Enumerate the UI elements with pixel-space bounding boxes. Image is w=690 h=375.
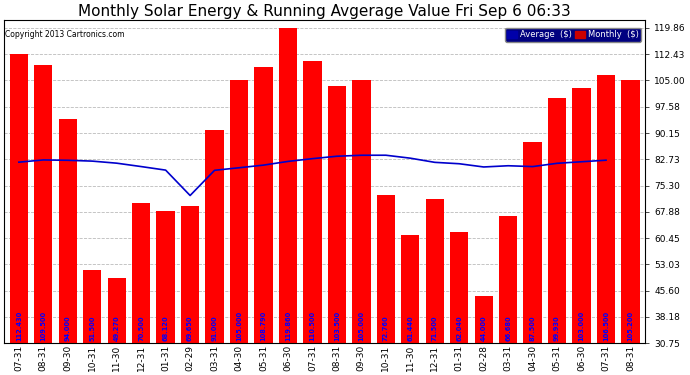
- Bar: [352, 81, 371, 375]
- Text: 62.040: 62.040: [456, 316, 462, 341]
- Text: 91.000: 91.000: [212, 316, 217, 341]
- Title: Monthly Solar Energy & Running Avgerage Value Fri Sep 6 06:33: Monthly Solar Energy & Running Avgerage …: [78, 4, 571, 19]
- Text: 112.430: 112.430: [16, 311, 22, 341]
- Text: 105.200: 105.200: [627, 311, 633, 341]
- Bar: [475, 296, 493, 375]
- Bar: [450, 232, 469, 375]
- Text: 49.270: 49.270: [114, 316, 119, 341]
- Bar: [328, 86, 346, 375]
- Bar: [83, 270, 101, 375]
- Bar: [573, 87, 591, 375]
- Bar: [621, 80, 640, 375]
- Bar: [157, 211, 175, 375]
- Text: 66.680: 66.680: [505, 316, 511, 341]
- Legend: Average  ($), Monthly  ($): Average ($), Monthly ($): [505, 28, 641, 42]
- Bar: [279, 28, 297, 375]
- Text: 110.500: 110.500: [309, 311, 315, 341]
- Text: 87.500: 87.500: [530, 316, 535, 341]
- Bar: [34, 64, 52, 375]
- Text: 109.500: 109.500: [40, 311, 46, 341]
- Bar: [108, 278, 126, 375]
- Text: 69.650: 69.650: [187, 316, 193, 341]
- Bar: [206, 130, 224, 375]
- Bar: [401, 235, 420, 375]
- Bar: [255, 67, 273, 375]
- Text: 103.000: 103.000: [579, 311, 584, 341]
- Bar: [59, 119, 77, 375]
- Bar: [377, 195, 395, 375]
- Text: 70.500: 70.500: [138, 316, 144, 341]
- Bar: [230, 81, 248, 375]
- Text: 51.500: 51.500: [89, 316, 95, 341]
- Text: 61.440: 61.440: [407, 316, 413, 341]
- Text: 94.000: 94.000: [65, 316, 71, 341]
- Text: 44.000: 44.000: [481, 316, 486, 341]
- Bar: [524, 142, 542, 375]
- Text: 119.860: 119.860: [285, 311, 291, 341]
- Text: 105.000: 105.000: [236, 311, 242, 341]
- Text: Copyright 2013 Cartronics.com: Copyright 2013 Cartronics.com: [6, 30, 125, 39]
- Bar: [10, 54, 28, 375]
- Text: 106.500: 106.500: [603, 311, 609, 341]
- Bar: [181, 206, 199, 375]
- Bar: [304, 61, 322, 375]
- Text: 68.120: 68.120: [163, 316, 168, 341]
- Bar: [548, 98, 566, 375]
- Text: 99.930: 99.930: [554, 316, 560, 341]
- Bar: [597, 75, 615, 375]
- Bar: [132, 202, 150, 375]
- Text: 72.760: 72.760: [383, 316, 389, 341]
- Text: 105.000: 105.000: [358, 311, 364, 341]
- Text: 71.500: 71.500: [432, 316, 437, 341]
- Bar: [499, 216, 518, 375]
- Text: 103.500: 103.500: [334, 311, 340, 341]
- Text: 108.790: 108.790: [261, 311, 266, 341]
- Bar: [426, 199, 444, 375]
